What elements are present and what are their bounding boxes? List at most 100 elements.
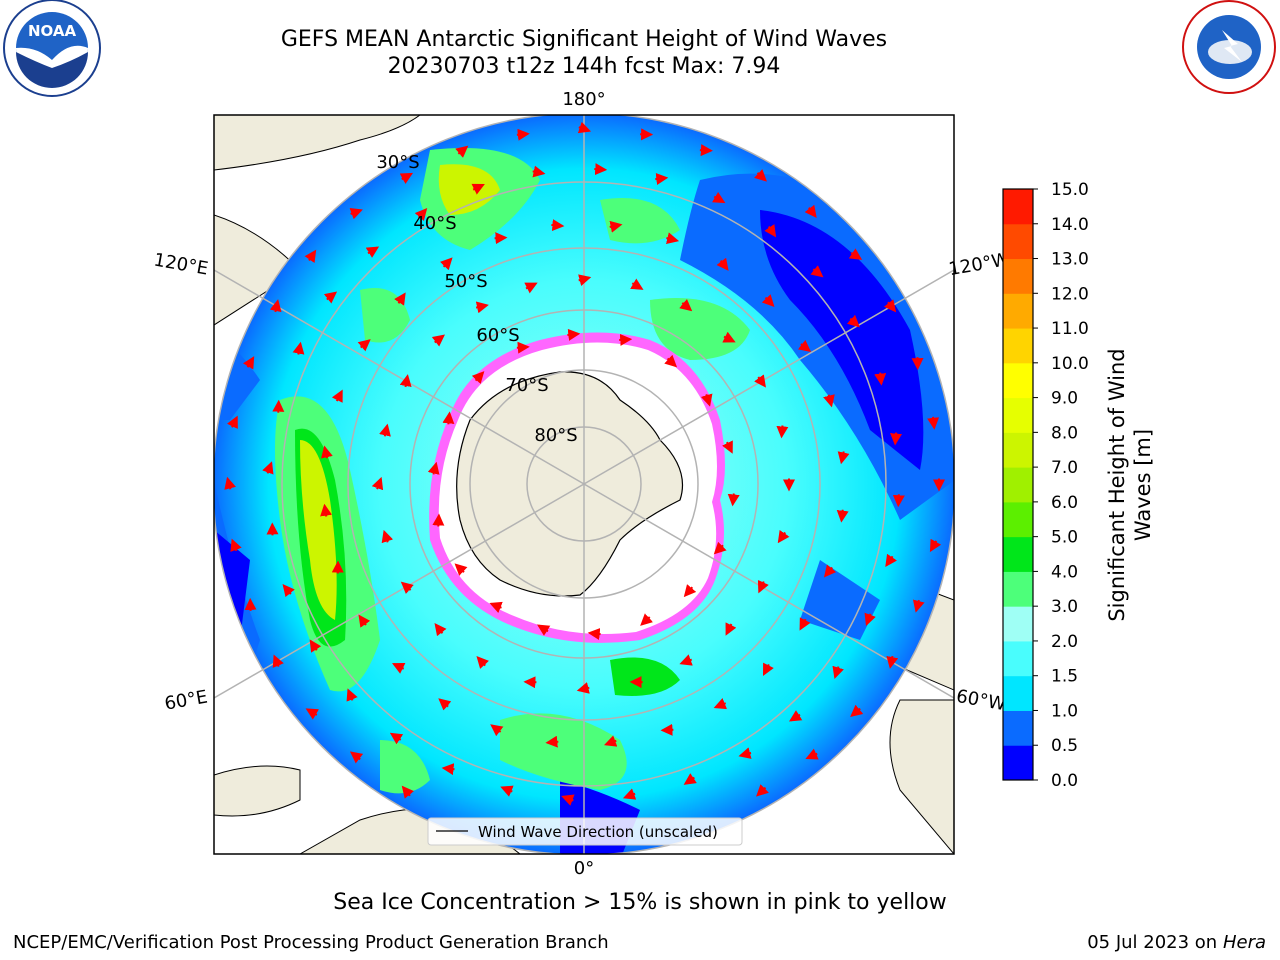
wave-direction-arrow — [754, 169, 767, 182]
wave-direction-arrow — [886, 655, 899, 669]
wave-direction-arrow — [389, 732, 404, 745]
wave-direction-arrow — [683, 773, 697, 785]
wave-direction-arrow — [619, 333, 633, 346]
wave-direction-arrow — [885, 553, 897, 568]
wave-direction-arrow — [282, 584, 295, 598]
wave-direction-arrow — [761, 294, 775, 308]
wave-direction-arrow — [455, 145, 469, 158]
footer-date-text: 05 Jul 2023 on — [1087, 932, 1223, 953]
colorbar-tick-label: 15.0 — [1051, 180, 1089, 200]
wave-direction-arrow — [848, 248, 863, 260]
lat-label-70s: 70°S — [505, 375, 548, 396]
colorbar-swatch — [1003, 640, 1033, 677]
wave-direction-arrow — [567, 328, 581, 341]
colorbar-swatch — [1003, 745, 1033, 781]
colorbar-label-line2: Waves [m] — [1131, 429, 1155, 541]
colorbar-swatch — [1003, 432, 1033, 468]
lat-label-50s: 50°S — [444, 271, 487, 292]
colorbar-swatch — [1003, 189, 1033, 225]
ice-caption: Sea Ice Concentration > 15% is shown in … — [333, 890, 947, 915]
wave-direction-arrow — [230, 538, 242, 552]
lon-label-120w: 120°W — [947, 249, 1011, 280]
wave-direction-arrow — [414, 207, 428, 221]
wave-direction-arrow — [516, 128, 530, 141]
wave-direction-arrow — [738, 747, 752, 759]
wave-direction-arrow — [660, 723, 674, 736]
wave-direction-arrow — [475, 301, 489, 314]
wave-direction-arrow — [262, 461, 274, 475]
wave-direction-arrow — [371, 476, 384, 491]
colorbar-tick-label: 5.0 — [1051, 528, 1078, 548]
wave-direction-arrow — [929, 538, 942, 553]
wave-direction-arrow — [725, 622, 737, 636]
wave-direction-arrow — [349, 207, 363, 220]
wave-direction-arrow — [227, 415, 238, 430]
colorbar: 0.0 0.5 1.0 1.5 2.0 3.0 4.0 5.0 6.0 7.0 8.0 9.0 10.0… — [1002, 180, 1089, 791]
colorbar-swatch — [1003, 606, 1033, 642]
wave-direction-arrow — [358, 614, 371, 628]
wave-direction-arrow — [441, 763, 455, 776]
wave-direction-arrow — [713, 698, 728, 710]
map-frame — [213, 114, 955, 855]
colorbar-swatch — [1003, 501, 1033, 538]
wave-direction-arrow — [427, 461, 440, 475]
wave-direction-arrow — [864, 612, 876, 626]
colorbar-tick-label: 13.0 — [1051, 250, 1089, 270]
wave-direction-arrow — [664, 354, 678, 368]
colorbar-swatch — [1003, 223, 1033, 260]
wave-direction-arrow — [836, 509, 849, 523]
colorbar-tick-label: 1.0 — [1051, 701, 1078, 721]
colorbar-tick-label: 2.0 — [1051, 632, 1078, 652]
wave-direction-arrow — [912, 599, 925, 613]
wave-direction-arrow — [622, 788, 637, 800]
wave-direction-arrow — [757, 579, 769, 594]
wave-direction-arrow — [805, 748, 819, 760]
lon-label-60e: 60°E — [163, 686, 209, 714]
colorbar-label-line1: Significant Height of Wind — [1105, 348, 1129, 621]
wave-direction-arrow — [392, 662, 406, 674]
wave-direction-arrow — [756, 784, 769, 797]
wave-direction-arrow — [700, 393, 713, 407]
wave-direction-arrow — [357, 339, 371, 352]
wave-direction-arrow — [442, 411, 455, 425]
wave-direction-arrow — [577, 121, 592, 134]
wave-direction-arrow — [764, 224, 777, 238]
colorbar-tick-label: 1.5 — [1051, 667, 1078, 687]
wave-direction-arrow — [471, 371, 485, 385]
wave-direction-arrow — [722, 331, 736, 343]
wave-direction-arrow — [754, 374, 766, 388]
wave-direction-arrow — [454, 563, 468, 576]
wave-direction-arrow — [640, 613, 654, 626]
wave-direction-arrow — [846, 314, 860, 328]
colorbar-tick-label: 0.5 — [1051, 736, 1078, 756]
colorbar-swatch — [1003, 536, 1033, 572]
noaa-logo-text: NOAA — [28, 22, 77, 40]
wave-direction-arrow — [823, 564, 837, 578]
wave-direction-arrow — [304, 249, 317, 263]
wave-direction-arrow — [523, 676, 537, 689]
wave-direction-arrow — [434, 623, 447, 637]
wave-direction-arrow — [716, 257, 729, 271]
wave-direction-arrow — [309, 639, 322, 653]
noaa-logo: NOAA — [3, 0, 101, 97]
colorbar-swatch — [1003, 710, 1033, 746]
wave-direction-arrow — [551, 219, 565, 232]
colorbar-swatch — [1003, 675, 1033, 711]
colorbar-frame — [1002, 188, 1034, 781]
wave-direction-arrow — [545, 735, 559, 748]
wave-direction-arrow — [762, 662, 774, 676]
colorbar-tick-label: 6.0 — [1051, 493, 1078, 513]
nws-logo — [1182, 0, 1276, 94]
colorbar-swatch — [1003, 328, 1033, 364]
lon-label-0: 0° — [574, 858, 594, 879]
wave-direction-arrow — [305, 708, 319, 720]
wave-direction-arrow — [432, 513, 445, 527]
wave-direction-arrow — [365, 246, 380, 258]
wave-direction-arrow — [379, 423, 391, 437]
wave-direction-arrow — [269, 299, 282, 313]
wave-direction-arrow — [323, 291, 338, 304]
colorbar-tick-label: 4.0 — [1051, 562, 1078, 582]
wave-direction-arrow — [679, 298, 693, 312]
wave-direction-arrow — [292, 341, 305, 355]
